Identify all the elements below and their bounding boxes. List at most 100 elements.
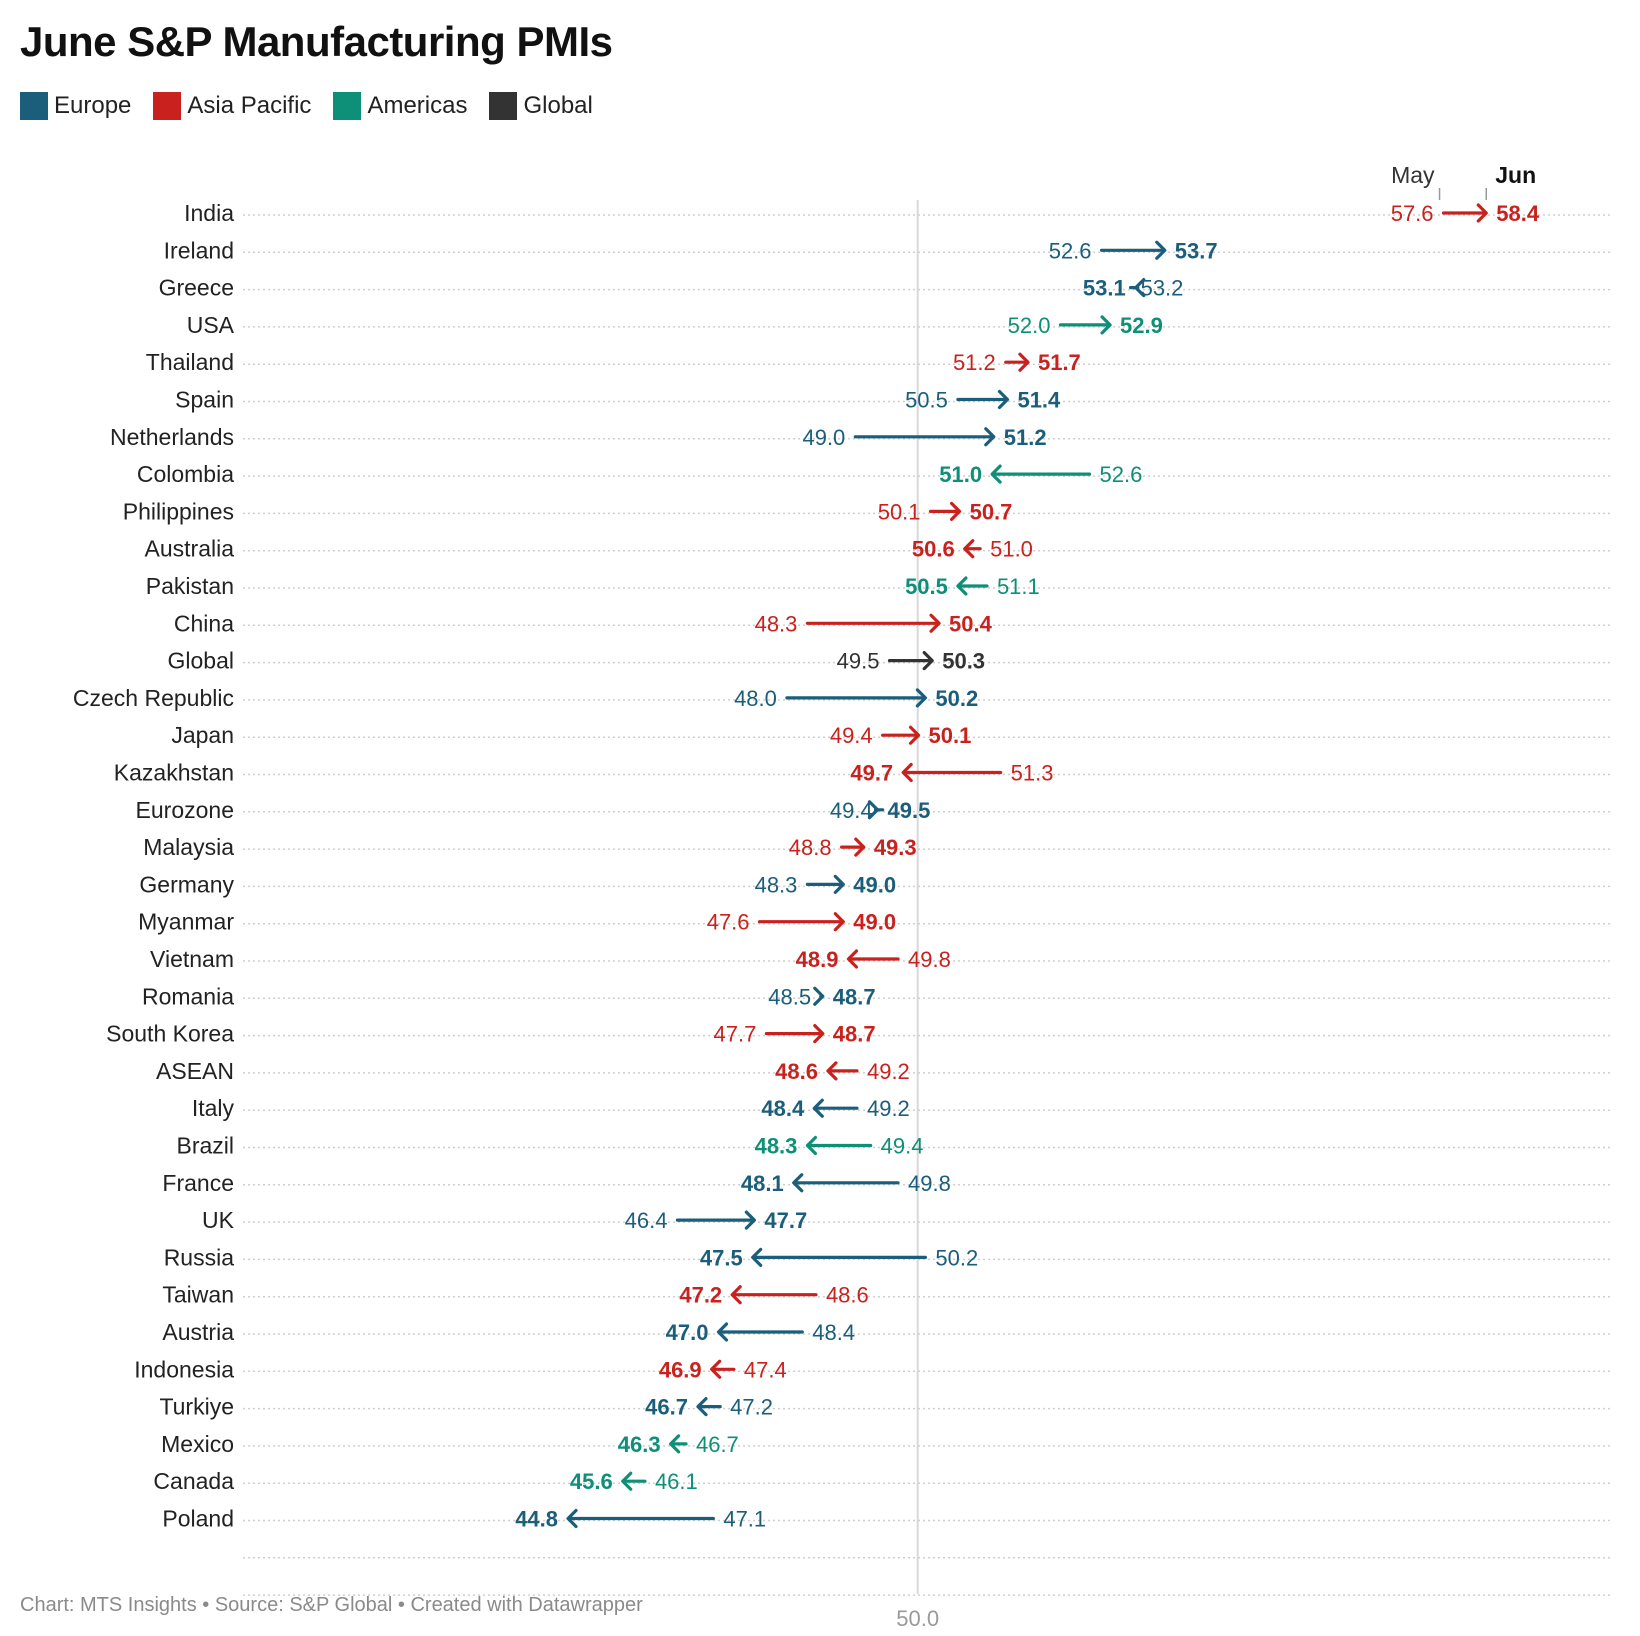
row-label-canada: Canada	[153, 1468, 234, 1494]
legend-item-americas: Americas	[333, 92, 467, 120]
arrow-head-colombia	[990, 464, 1002, 484]
row-label-mexico: Mexico	[161, 1431, 234, 1457]
jun-value-usa: 52.9	[1120, 313, 1163, 338]
may-value-japan: 49.4	[830, 723, 873, 748]
jun-value-poland: 44.8	[515, 1507, 558, 1532]
row-label-italy: Italy	[192, 1095, 235, 1121]
jun-value-malaysia: 49.3	[874, 835, 917, 860]
may-value-uk: 46.4	[625, 1208, 668, 1233]
row-label-pakistan: Pakistan	[146, 573, 234, 599]
legend-label-asia-pacific: Asia Pacific	[187, 92, 312, 119]
arrow-head-australia	[963, 539, 975, 559]
jun-value-germany: 49.0	[853, 872, 896, 897]
may-value-australia: 51.0	[990, 537, 1033, 562]
row-label-brazil: Brazil	[176, 1133, 234, 1159]
row-label-uk: UK	[202, 1207, 235, 1233]
row-label-philippines: Philippines	[123, 498, 234, 524]
may-value-china: 48.3	[755, 611, 798, 636]
arrow-head-pakistan	[956, 576, 968, 596]
row-label-myanmar: Myanmar	[138, 909, 234, 935]
legend-swatch-europe	[20, 92, 48, 120]
may-value-germany: 48.3	[755, 872, 798, 897]
row-label-turkiye: Turkiye	[159, 1394, 234, 1420]
row-label-russia: Russia	[164, 1244, 235, 1270]
jun-value-pakistan: 50.5	[905, 574, 948, 599]
legend-swatch-global	[489, 92, 518, 120]
reference-line-label: 50.0	[896, 1606, 939, 1631]
row-label-malaysia: Malaysia	[143, 834, 234, 860]
row-label-spain: Spain	[175, 387, 234, 413]
may-value-myanmar: 47.6	[707, 910, 750, 935]
jun-value-japan: 50.1	[929, 723, 972, 748]
jun-value-ireland: 53.7	[1175, 238, 1218, 263]
row-label-indonesia: Indonesia	[134, 1356, 234, 1382]
jun-value-vietnam: 48.9	[796, 947, 839, 972]
may-value-france: 49.8	[908, 1171, 951, 1196]
may-value-global: 49.5	[837, 649, 880, 674]
may-value-india: 57.6	[1391, 201, 1434, 226]
jun-value-brazil: 48.3	[755, 1134, 798, 1159]
may-value-poland: 47.1	[723, 1507, 766, 1532]
row-label-greece: Greece	[159, 275, 234, 301]
arrow-head-romania	[813, 986, 825, 1006]
legend-label-europe: Europe	[54, 92, 132, 119]
row-label-south-korea: South Korea	[106, 1021, 234, 1047]
legend-item-global: Global	[489, 92, 593, 120]
jun-value-taiwan: 47.2	[679, 1283, 722, 1308]
may-value-indonesia: 47.4	[744, 1357, 787, 1382]
arrow-head-vietnam	[846, 949, 859, 969]
jun-value-china: 50.4	[949, 611, 993, 636]
arrow-head-ireland	[1155, 240, 1167, 260]
may-value-greece: 53.2	[1141, 276, 1184, 301]
arrow-head-netherlands	[984, 427, 996, 447]
may-value-asean: 49.2	[867, 1059, 910, 1084]
arrow-head-canada	[621, 1471, 633, 1491]
header-may-label: May	[1391, 162, 1435, 188]
arrow-head-philippines	[949, 501, 962, 522]
legend-label-americas: Americas	[367, 92, 468, 119]
jun-value-czech-republic: 50.2	[935, 686, 978, 711]
may-value-malaysia: 48.8	[789, 835, 832, 860]
arrow-head-greece	[1134, 278, 1146, 298]
jun-value-global: 50.3	[942, 649, 985, 674]
may-value-turkiye: 47.2	[730, 1395, 773, 1420]
arrow-head-brazil	[805, 1135, 818, 1156]
jun-value-france: 48.1	[741, 1171, 784, 1196]
arrow-head-czech-republic	[915, 688, 927, 708]
legend-swatch-americas	[333, 92, 362, 120]
may-value-colombia: 52.6	[1100, 462, 1143, 487]
jun-value-colombia: 51.0	[939, 462, 982, 487]
may-value-austria: 48.4	[812, 1320, 855, 1345]
jun-value-india: 58.4	[1496, 201, 1540, 226]
jun-value-uk: 47.7	[764, 1208, 807, 1233]
arrow-head-mexico	[669, 1434, 681, 1454]
legend-label-global: Global	[523, 92, 593, 119]
may-value-russia: 50.2	[935, 1245, 978, 1270]
may-value-brazil: 49.4	[881, 1134, 924, 1159]
row-label-ireland: Ireland	[164, 237, 234, 263]
jun-value-austria: 47.0	[666, 1320, 709, 1345]
row-label-colombia: Colombia	[137, 461, 234, 487]
arrow-head-malaysia	[854, 837, 866, 857]
row-label-taiwan: Taiwan	[162, 1282, 234, 1308]
arrow-head-italy	[812, 1098, 824, 1118]
row-label-global: Global	[168, 648, 234, 674]
legend-swatch-asia-pacific	[153, 92, 182, 120]
jun-value-greece: 53.1	[1083, 276, 1126, 301]
jun-value-russia: 47.5	[700, 1245, 743, 1270]
row-label-romania: Romania	[142, 983, 234, 1009]
row-label-australia: Australia	[145, 536, 235, 562]
arrow-head-austria	[716, 1322, 729, 1342]
arrow-head-global	[922, 650, 934, 671]
jun-value-eurozone: 49.5	[888, 798, 931, 823]
may-value-netherlands: 49.0	[802, 425, 845, 450]
jun-value-asean: 48.6	[775, 1059, 818, 1084]
row-label-czech-republic: Czech Republic	[73, 685, 234, 711]
arrow-head-china	[929, 613, 941, 633]
jun-value-netherlands: 51.2	[1004, 425, 1047, 450]
jun-value-turkiye: 46.7	[645, 1395, 688, 1420]
header-jun-label: Jun	[1495, 162, 1536, 188]
jun-value-south-korea: 48.7	[833, 1022, 876, 1047]
may-value-mexico: 46.7	[696, 1432, 739, 1457]
jun-value-romania: 48.7	[833, 984, 876, 1009]
